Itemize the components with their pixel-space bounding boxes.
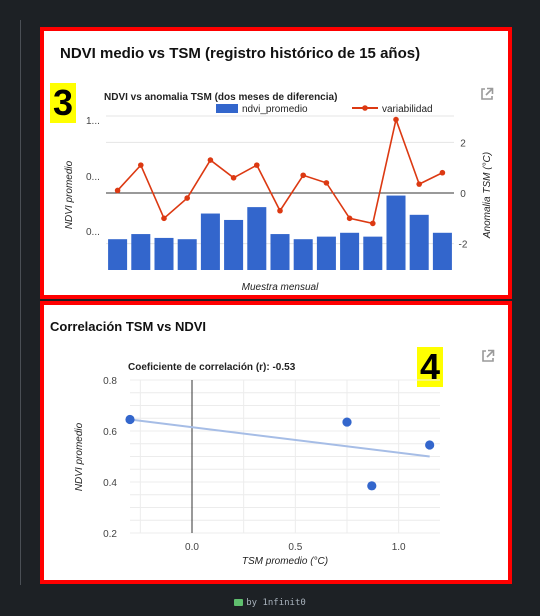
bar-ndvi — [200, 213, 220, 270]
scatter-point — [342, 417, 352, 427]
y2-tick-label: -2 — [459, 240, 468, 251]
chart-scatter: Coeficiente de correlación (r): -0.53 0.8… — [74, 362, 440, 567]
bar-ndvi — [108, 239, 128, 270]
y-axis-title: NDVI promedio — [74, 422, 85, 491]
y-tick-label: 0... — [86, 227, 100, 238]
point-variabilidad — [114, 187, 121, 194]
point-variabilidad — [416, 181, 423, 187]
camera-icon — [234, 599, 244, 606]
bar-ndvi — [340, 232, 360, 270]
point-variabilidad — [230, 175, 237, 181]
footer-text: by 1nfinit0 — [246, 598, 306, 608]
y-tick-label: 1... — [86, 116, 100, 127]
panel-number-badge: 3 — [50, 83, 77, 123]
bar-ndvi — [363, 236, 383, 270]
bar-ndvi — [154, 237, 174, 270]
point-variabilidad — [300, 172, 307, 179]
bar-ndvi — [224, 219, 244, 270]
point-variabilidad — [254, 162, 260, 168]
external-link-icon[interactable] — [480, 87, 494, 101]
panel-ndvi-vs-tsm: NDVI medio vs TSM (registro histórico de… — [40, 27, 512, 299]
point-variabilidad — [207, 157, 214, 163]
bar-ndvi — [247, 207, 267, 270]
y2-tick-label: 2 — [460, 138, 466, 149]
point-variabilidad — [138, 162, 144, 168]
y-tick-label: 0.8 — [103, 376, 117, 387]
legend-swatch-bars — [216, 104, 238, 113]
point-variabilidad — [161, 215, 167, 222]
legend-label: ndvi_promedio — [242, 104, 308, 115]
point-variabilidad — [393, 116, 399, 123]
chart-title: NDVI vs anomalia TSM (dos meses de difer… — [104, 92, 337, 103]
bar-ndvi — [386, 195, 406, 270]
point-variabilidad — [346, 215, 353, 222]
bar-ndvi — [177, 239, 197, 270]
chart-title: Coeficiente de correlación (r): -0.53 — [128, 362, 296, 373]
footer: by 1nfinit0 — [0, 598, 540, 608]
trendline — [129, 418, 430, 458]
y2-tick-label: 0 — [460, 189, 466, 200]
scatter-point — [125, 414, 135, 425]
legend-swatch-point — [362, 105, 368, 111]
panel-title: NDVI medio vs TSM (registro histórico de… — [60, 45, 421, 62]
y2-axis-title: Anomalia TSM (°C) — [482, 152, 493, 239]
y-tick-label: 0.2 — [103, 529, 117, 540]
point-variabilidad — [277, 207, 283, 214]
y-tick-label: 0... — [86, 172, 100, 183]
bar-ndvi — [432, 232, 452, 270]
y-axis-title: NDVI promedio — [64, 160, 75, 229]
bar-ndvi — [270, 234, 290, 270]
point-variabilidad — [184, 195, 190, 201]
y-tick-label: 0.4 — [103, 478, 117, 489]
left-divider-line — [20, 20, 21, 585]
scatter-point — [425, 440, 435, 450]
chart-bar-line: NDVI vs anomalia TSM (dos meses de difer… — [64, 92, 493, 293]
x-axis-title: TSM promedio (°C) — [242, 556, 328, 567]
scatter-point — [367, 481, 377, 491]
bar-ndvi — [131, 234, 151, 270]
legend-label: variabilidad — [382, 104, 433, 115]
panel-correlation: Correlación TSM vs NDVI 4 Coeficiente de… — [40, 301, 512, 584]
bar-ndvi — [316, 236, 336, 270]
x-tick-label: 0.5 — [288, 542, 302, 553]
point-variabilidad — [439, 169, 446, 176]
x-tick-label: 1.0 — [392, 542, 406, 553]
x-tick-label: 0.0 — [185, 542, 199, 553]
bar-ndvi — [409, 214, 429, 270]
point-variabilidad — [370, 220, 376, 227]
external-link-icon[interactable] — [481, 349, 495, 363]
point-variabilidad — [323, 180, 330, 186]
panel-title: Correlación TSM vs NDVI — [50, 319, 207, 334]
bar-ndvi — [293, 239, 313, 270]
x-axis-title: Muestra mensual — [242, 282, 319, 293]
y-tick-label: 0.6 — [103, 427, 117, 438]
